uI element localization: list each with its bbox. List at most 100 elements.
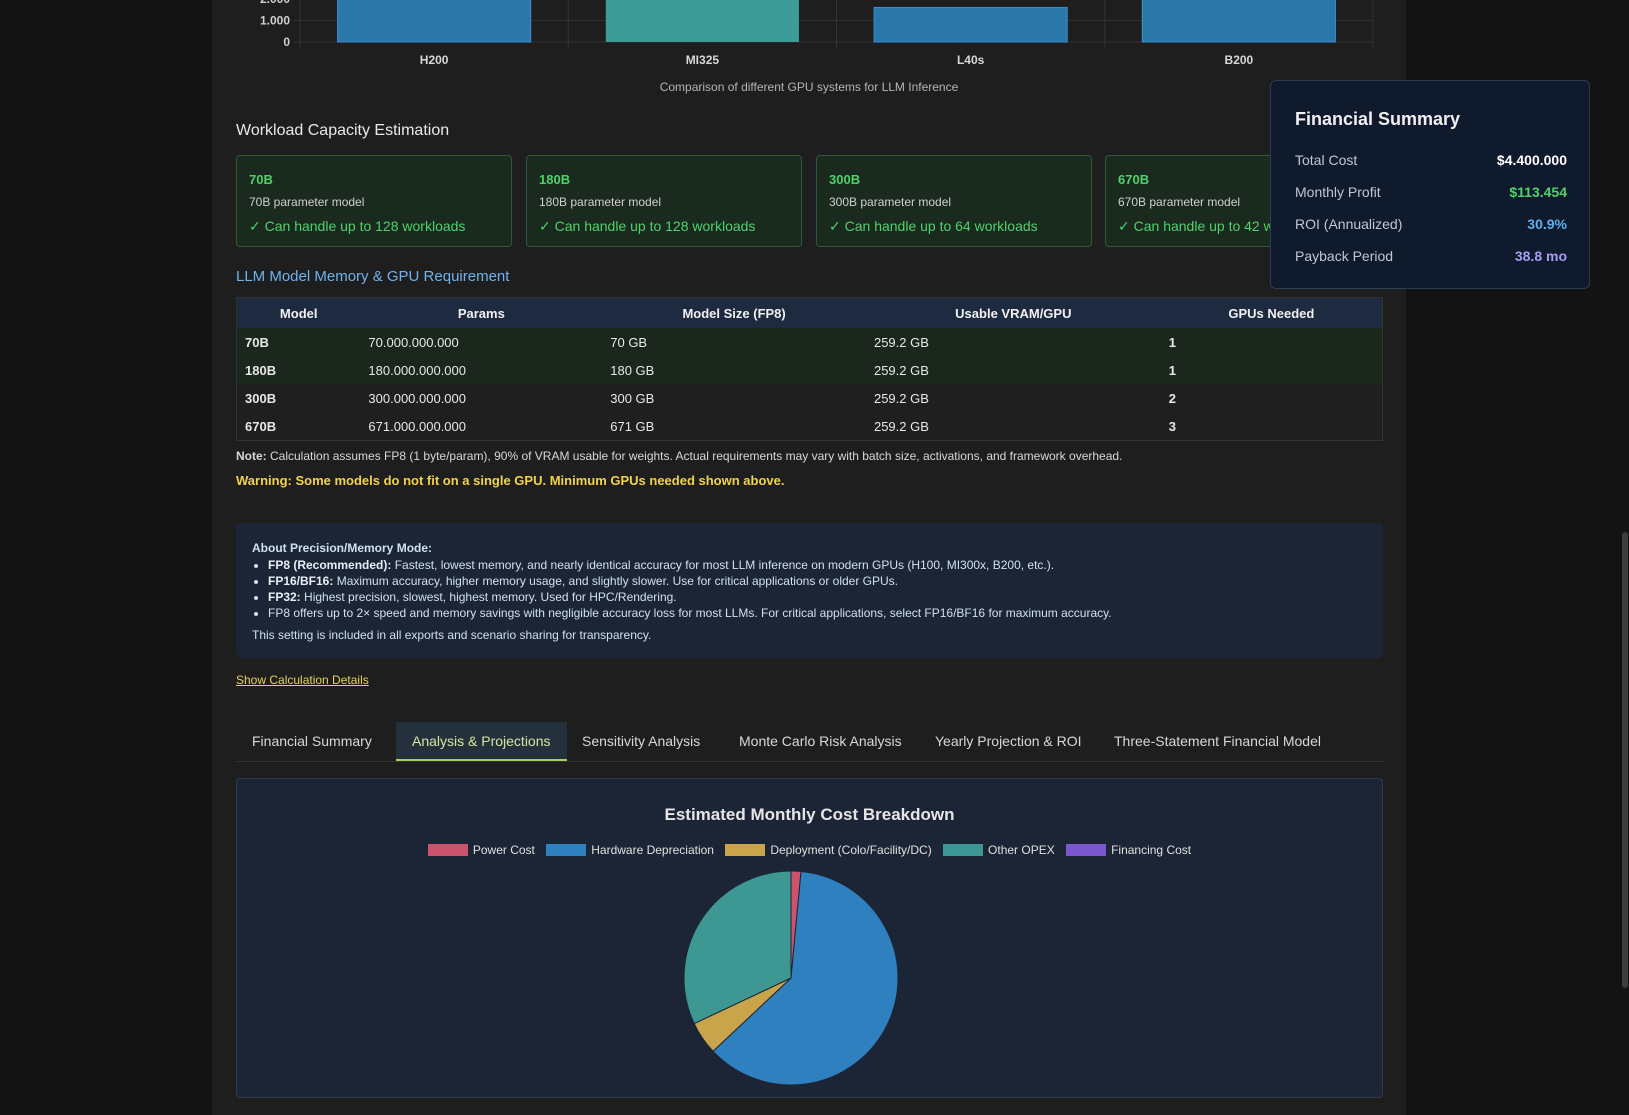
legend-item[interactable]: Deployment (Colo/Facility/DC) [725, 843, 932, 857]
list-item: FP8 (Recommended): Fastest, lowest memor… [268, 557, 1367, 573]
legend-label: Financing Cost [1111, 843, 1192, 857]
bar[interactable] [1141, 0, 1336, 43]
tab-sensitivity-analysis[interactable]: Sensitivity Analysis [582, 733, 701, 749]
cell-params: 300.000.000.000 [360, 384, 603, 412]
bar[interactable] [605, 0, 799, 43]
legend-label: Deployment (Colo/Facility/DC) [770, 843, 932, 857]
list-item: FP8 offers up to 2× speed and memory sav… [268, 605, 1367, 621]
summary-row-roi: ROI (Annualized) 30.9% [1295, 216, 1567, 232]
financial-summary-popup: Financial Summary Total Cost $4.400.000 … [1270, 80, 1590, 289]
cell-size: 180 GB [602, 356, 866, 384]
summary-row-monthly-profit: Monthly Profit $113.454 [1295, 184, 1567, 200]
workload-card-desc: 180B parameter model [539, 195, 662, 209]
tab-monte-carlo-risk-analysis[interactable]: Monte Carlo Risk Analysis [739, 733, 902, 749]
x-tick-label: MI325 [686, 53, 720, 67]
cell-vram: 259.2 GB [865, 356, 1161, 384]
precision-item-label: FP8 (Recommended): [268, 558, 392, 572]
memory-requirement-title: LLM Model Memory & GPU Requirement [236, 268, 510, 285]
col-header-model: Model [236, 297, 361, 328]
legend-swatch [725, 844, 766, 856]
precision-item-label: FP32: [268, 590, 301, 604]
summary-label: Monthly Profit [1295, 184, 1381, 200]
tab-financial-summary[interactable]: Financial Summary [252, 733, 372, 749]
bar[interactable] [873, 6, 1068, 43]
legend-item[interactable]: Hardware Depreciation [546, 843, 714, 857]
summary-value: 30.9% [1527, 216, 1567, 232]
workload-card: 70B 70B parameter model ✓ Can handle up … [236, 155, 512, 247]
cell-size: 70 GB [602, 328, 866, 356]
legend-label: Power Cost [472, 843, 535, 857]
summary-label: Payback Period [1295, 248, 1394, 264]
gpu-comparison-bar-chart: 0 1.000 2.000 H200 MI325 L40s B200 [260, 0, 1374, 67]
cell-vram: 259.2 GB [865, 328, 1161, 356]
workload-card-desc: 670B parameter model [1118, 195, 1241, 209]
legend-item[interactable]: Financing Cost [1066, 843, 1191, 857]
tab-three-statement-financial-model[interactable]: Three-Statement Financial Model [1114, 733, 1321, 749]
workload-card-capacity: ✓ Can handle up to 64 workloads [829, 218, 1038, 234]
precision-footer: This setting is included in all exports … [252, 628, 652, 642]
table-header-row: Model Params Model Size (FP8) Usable VRA… [236, 297, 1383, 328]
cell-size: 300 GB [602, 384, 866, 412]
col-header-params: Params [360, 297, 603, 328]
bar[interactable] [337, 0, 532, 43]
scrollbar-thumb[interactable] [1622, 532, 1628, 988]
summary-label: Total Cost [1295, 152, 1358, 168]
pie-legend: Power Cost Hardware Depreciation Deploym… [237, 843, 1382, 857]
workload-capacity-title: Workload Capacity Estimation [236, 122, 450, 139]
workload-card-desc: 300B parameter model [829, 195, 952, 209]
precision-item-text: Maximum accuracy, higher memory usage, a… [333, 574, 899, 588]
note-text: Calculation assumes FP8 (1 byte/param), … [266, 449, 1123, 463]
gpu-fit-warning: Warning: Some models do not fit on a sin… [236, 473, 785, 488]
workload-card: 180B 180B parameter model ✓ Can handle u… [526, 155, 802, 247]
precision-item-text: FP8 offers up to 2× speed and memory sav… [268, 606, 1112, 620]
legend-swatch [943, 844, 984, 856]
x-tick-label: L40s [957, 53, 985, 67]
workload-card-desc: 70B parameter model [249, 195, 365, 209]
summary-value: $4.400.000 [1496, 152, 1567, 168]
summary-row-payback-period: Payback Period 38.8 mo [1295, 248, 1567, 264]
cell-params: 70.000.000.000 [360, 328, 603, 356]
summary-label: ROI (Annualized) [1295, 216, 1403, 232]
table-row: 300B 300.000.000.000 300 GB 259.2 GB 2 [236, 384, 1383, 412]
summary-row-total-cost: Total Cost $4.400.000 [1295, 152, 1567, 168]
workload-card-capacity: ✓ Can handle up to 128 workloads [249, 218, 466, 234]
legend-label: Other OPEX [988, 843, 1055, 857]
precision-heading: About Precision/Memory Mode: [252, 541, 433, 555]
legend-swatch [427, 844, 468, 856]
col-header-usable-vram: Usable VRAM/GPU [865, 297, 1161, 328]
workload-card: 300B 300B parameter model ✓ Can handle u… [816, 155, 1092, 247]
list-item: FP32: Highest precision, slowest, highes… [268, 589, 1367, 605]
summary-value: $113.454 [1509, 184, 1567, 200]
y-tick-label: 0 [283, 35, 290, 49]
cell-model: 180B [236, 356, 361, 384]
y-tick-label: 1.000 [260, 13, 290, 27]
table-row: 670B 671.000.000.000 671 GB 259.2 GB 3 [236, 412, 1383, 441]
legend-label: Hardware Depreciation [591, 843, 714, 857]
memory-requirement-table: Model Params Model Size (FP8) Usable VRA… [236, 297, 1383, 441]
cell-vram: 259.2 GB [865, 384, 1161, 412]
legend-item[interactable]: Other OPEX [943, 843, 1055, 857]
col-header-model-size: Model Size (FP8) [602, 297, 866, 328]
cell-gpus: 3 [1160, 412, 1383, 441]
col-header-gpus-needed: GPUs Needed [1160, 297, 1383, 328]
cell-gpus: 2 [1160, 384, 1383, 412]
cell-model: 300B [236, 384, 361, 412]
tab-yearly-projection-roi[interactable]: Yearly Projection & ROI [935, 733, 1082, 749]
precision-item-label: FP16/BF16: [268, 574, 334, 588]
tab-analysis-projections[interactable]: Analysis & Projections [396, 722, 567, 761]
pie-slice[interactable] [712, 870, 899, 1086]
cell-gpus: 1 [1160, 328, 1383, 356]
x-tick-label: B200 [1225, 53, 1254, 67]
cost-breakdown-card: Estimated Monthly Cost Breakdown Power C… [236, 778, 1383, 1098]
cell-model: 70B [236, 328, 361, 356]
pie-slice[interactable] [683, 870, 792, 1025]
table-row: 180B 180.000.000.000 180 GB 259.2 GB 1 [236, 356, 1383, 384]
financial-summary-title: Financial Summary [1295, 109, 1461, 129]
analysis-tabs: Financial Summary Analysis & Projections… [236, 722, 1383, 762]
pie-chart-title: Estimated Monthly Cost Breakdown [664, 805, 955, 824]
show-calculation-details-link[interactable]: Show Calculation Details [236, 673, 369, 687]
legend-swatch [546, 844, 587, 856]
precision-list: FP8 (Recommended): Fastest, lowest memor… [252, 557, 1367, 621]
cell-params: 671.000.000.000 [360, 412, 603, 441]
legend-item[interactable]: Power Cost [427, 843, 535, 857]
